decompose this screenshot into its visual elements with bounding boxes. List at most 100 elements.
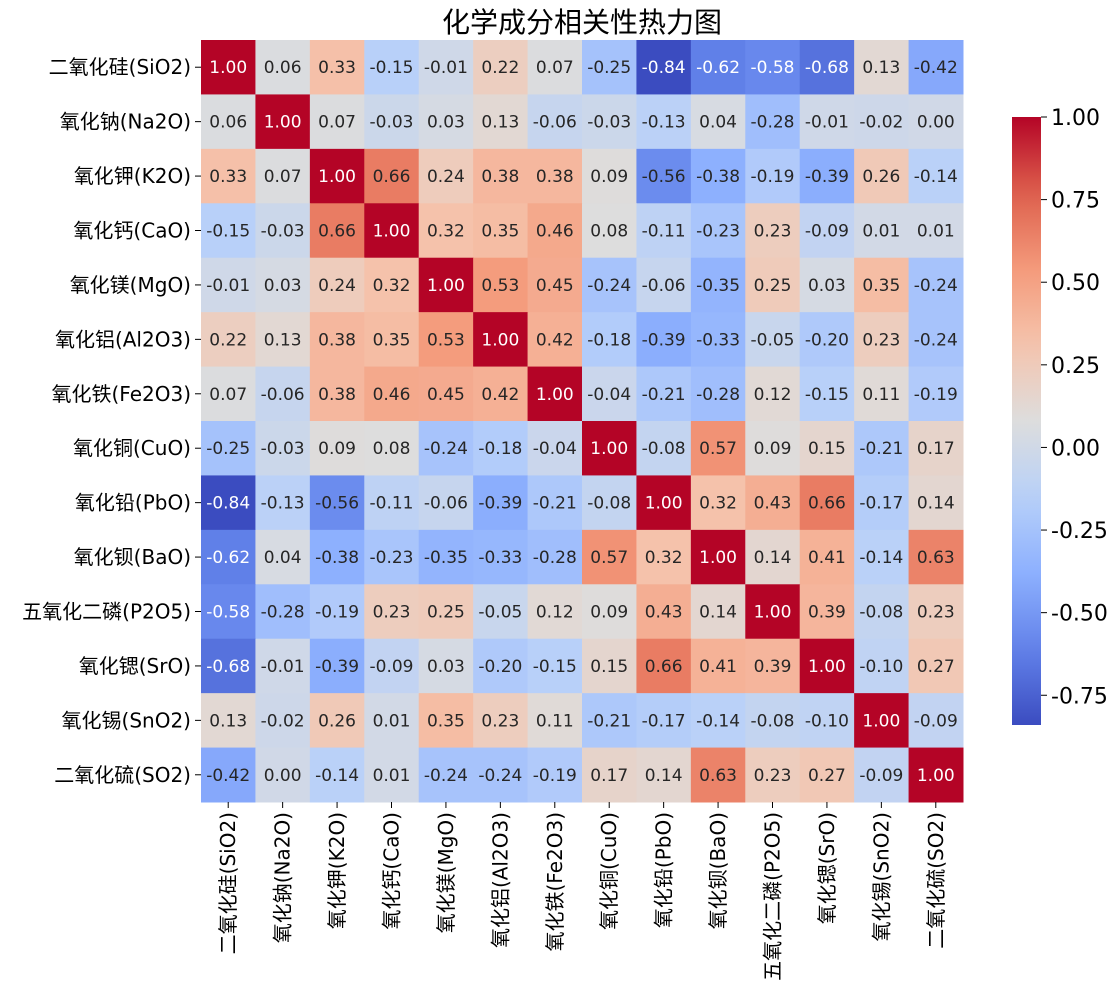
heatmap-cell <box>201 257 256 313</box>
colorbar-tick-label: 0.25 <box>1051 354 1100 379</box>
cell-value-label: 0.38 <box>481 167 519 187</box>
heatmap-cell <box>527 312 583 368</box>
column-label: 二氧化硅(SiO2) <box>216 812 240 954</box>
heatmap-cell <box>582 257 637 313</box>
cell-value-label: 1.00 <box>862 711 900 731</box>
cell-value-label: -0.28 <box>261 603 305 623</box>
cell-value-label: -0.20 <box>478 657 522 677</box>
cell-value-label: 1.00 <box>645 494 683 514</box>
cell-value-label: 1.00 <box>373 222 411 242</box>
cell-value-label: 0.15 <box>590 657 628 677</box>
heatmap-cell <box>582 312 637 368</box>
cell-value-label: 0.42 <box>536 330 574 350</box>
heatmap-cell <box>364 584 420 640</box>
cell-value-label: 1.00 <box>209 58 247 78</box>
heatmap-cell <box>636 693 692 749</box>
cell-value-label: 0.27 <box>917 657 955 677</box>
cell-value-label: -0.19 <box>914 385 958 405</box>
row-label: 氧化钾(K2O) <box>74 164 191 188</box>
cell-value-label: -0.38 <box>696 167 740 187</box>
column-label: 氧化铅(PbO) <box>652 812 676 928</box>
heatmap-cell <box>799 638 855 694</box>
heatmap-cell <box>201 638 256 694</box>
cell-value-label: 0.14 <box>754 548 792 568</box>
heatmap-cell <box>201 40 256 95</box>
cell-value-label: -0.02 <box>261 711 305 731</box>
heatmap-cell <box>582 529 637 585</box>
cell-value-label: 0.03 <box>427 657 465 677</box>
cell-value-label: 0.41 <box>808 548 846 568</box>
cell-value-label: 0.53 <box>481 276 519 296</box>
heatmap-cell <box>690 257 746 313</box>
heatmap-cell <box>745 421 801 476</box>
heatmap-cell <box>473 257 529 313</box>
heatmap-cell <box>799 747 855 803</box>
heatmap-cell <box>854 312 910 368</box>
column-label: 氧化铁(Fe2O3) <box>543 812 567 952</box>
cell-value-label: -0.06 <box>261 385 305 405</box>
cell-value-label: 0.32 <box>699 494 737 514</box>
heatmap-cell <box>364 693 420 749</box>
cell-value-label: -0.68 <box>206 657 250 677</box>
heatmap-cell <box>527 693 583 749</box>
cell-value-label: 0.42 <box>481 385 519 405</box>
cell-value-label: -0.09 <box>805 222 849 242</box>
cell-value-label: -0.03 <box>587 113 631 133</box>
cell-value-label: 0.27 <box>808 766 846 786</box>
heatmap-cell <box>582 638 637 694</box>
heatmap-cell <box>418 638 474 694</box>
cell-value-label: -0.24 <box>914 276 958 296</box>
cell-value-label: 0.66 <box>808 494 846 514</box>
cell-value-label: -0.28 <box>751 113 795 133</box>
cell-value-label: 0.01 <box>917 222 955 242</box>
row-label: 氧化铅(PbO) <box>75 491 191 515</box>
heatmap-cell <box>473 584 529 640</box>
heatmap-cell <box>908 475 964 531</box>
cell-value-label: 1.00 <box>536 385 574 405</box>
heatmap-cell <box>690 475 746 531</box>
row-labels: 二氧化硅(SiO2) 氧化钠(Na2O) 氧化钾(K2O) 氧化钙(CaO) 氧化镁(M… <box>22 55 201 787</box>
colorbar-tick-label: -0.75 <box>1051 684 1108 709</box>
heatmap-cell <box>309 203 365 259</box>
heatmap-cell <box>908 94 964 150</box>
row-label: 氧化钠(Na2O) <box>60 110 191 134</box>
row-label: 氧化钙(CaO) <box>73 219 191 243</box>
heatmap-cell <box>799 529 855 585</box>
row-label: 氧化钡(BaO) <box>74 545 191 569</box>
heatmap-cell <box>799 366 855 422</box>
cell-value-label: 1.00 <box>264 113 302 133</box>
cell-value-label: -0.21 <box>587 711 631 731</box>
heatmap-cell <box>309 366 365 422</box>
colorbar-tick-label: -0.50 <box>1051 602 1108 627</box>
heatmap-cell <box>418 747 474 803</box>
column-labels: 二氧化硅(SiO2) 氧化钠(Na2O) 氧化钾(K2O) 氧化钙(CaO) 氧化镁(M… <box>216 802 948 981</box>
heatmap-cells: 1.00 0.06 0.33 -0.15 -0.01 0.22 0.07 -0.25 -0.84… <box>201 40 964 803</box>
cell-value-label: -0.14 <box>914 167 958 187</box>
cell-value-label: -0.33 <box>478 548 522 568</box>
cell-value-label: 0.35 <box>862 276 900 296</box>
cell-value-label: -0.42 <box>206 766 250 786</box>
heatmap-cell <box>690 421 746 476</box>
heatmap-cell <box>309 747 365 803</box>
cell-value-label: -0.38 <box>315 548 359 568</box>
heatmap-cell <box>201 584 256 640</box>
cell-value-label: -0.84 <box>642 58 686 78</box>
heatmap-cell <box>908 203 964 259</box>
heatmap-cell <box>908 148 964 204</box>
heatmap-cell <box>527 203 583 259</box>
heatmap-cell <box>854 148 910 204</box>
cell-value-label: -0.28 <box>696 385 740 405</box>
cell-value-label: 0.39 <box>808 603 846 623</box>
row-label: 二氧化硅(SiO2) <box>49 55 191 79</box>
cell-value-label: -0.19 <box>315 603 359 623</box>
heatmap-cell <box>690 94 746 150</box>
heatmap-cell <box>799 475 855 531</box>
heatmap-cell <box>309 475 365 531</box>
cell-value-label: 0.38 <box>318 385 356 405</box>
cell-value-label: -0.03 <box>261 222 305 242</box>
cell-value-label: 0.03 <box>264 276 302 296</box>
heatmap-cell <box>690 40 746 95</box>
cell-value-label: -0.62 <box>696 58 740 78</box>
cell-value-label: -0.25 <box>587 58 631 78</box>
cell-value-label: 0.46 <box>373 385 411 405</box>
